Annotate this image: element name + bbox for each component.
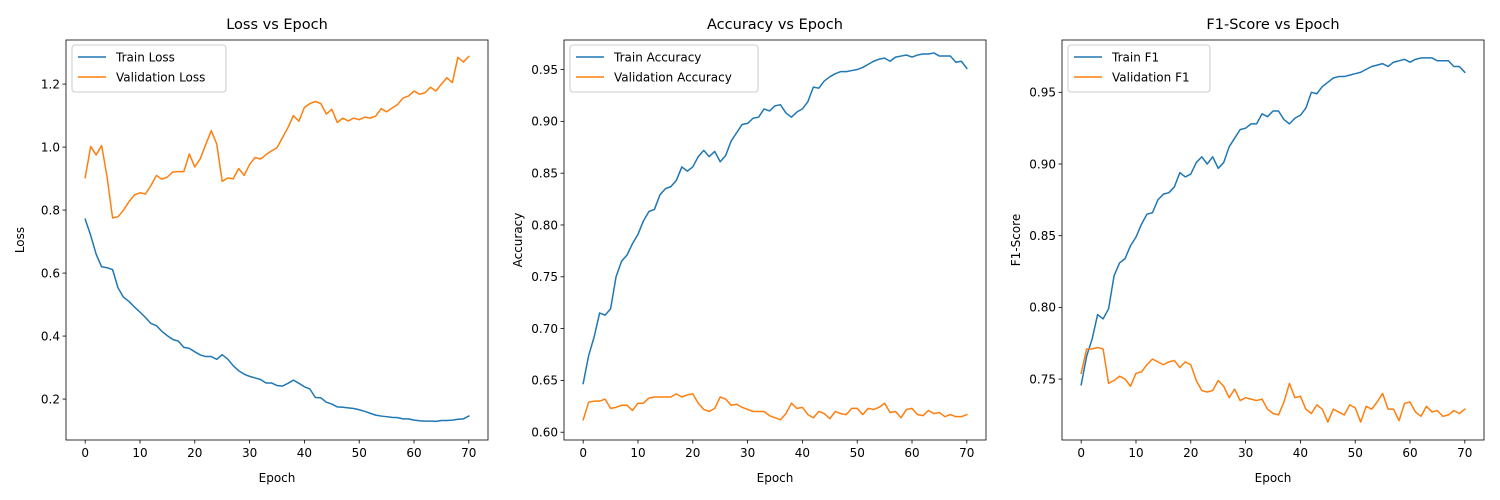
x-tick-label: 20 xyxy=(187,446,202,460)
x-tick-label: 70 xyxy=(461,446,476,460)
y-tick-label: 0.90 xyxy=(531,115,558,129)
x-tick-label: 50 xyxy=(850,446,865,460)
legend-label-0: Train Accuracy xyxy=(613,50,701,64)
y-tick-label: 0.80 xyxy=(1029,301,1056,315)
legend: Train F1 Validation F1 xyxy=(1067,44,1211,93)
x-tick-label: 30 xyxy=(242,446,257,460)
x-tick-label: 10 xyxy=(630,446,645,460)
series-line-0 xyxy=(1080,57,1466,386)
chart-title: F1-Score vs Epoch xyxy=(1206,17,1339,33)
y-tick-label: 0.95 xyxy=(1029,86,1056,100)
y-tick-label: 0.60 xyxy=(531,426,558,440)
legend-box xyxy=(569,44,759,93)
x-tick-label: 70 xyxy=(959,446,974,460)
axes-frame xyxy=(563,39,987,441)
legend-box xyxy=(1067,44,1211,93)
y-tick-label: 0.2 xyxy=(41,392,60,406)
x-tick-label: 10 xyxy=(132,446,147,460)
legend-label-0: Train F1 xyxy=(1111,50,1159,64)
x-axis-label: Epoch xyxy=(259,471,296,485)
y-axis-label: Loss xyxy=(13,227,27,253)
legend-label-1: Validation F1 xyxy=(1112,70,1190,84)
series-line-0 xyxy=(84,218,470,423)
legend: Train Loss Validation Loss xyxy=(71,44,227,93)
series-line-0 xyxy=(582,52,968,385)
x-tick-label: 50 xyxy=(1348,446,1363,460)
x-tick-label: 0 xyxy=(579,446,587,460)
x-tick-label: 40 xyxy=(297,446,312,460)
y-tick-label: 0.75 xyxy=(531,270,558,284)
y-tick-label: 0.4 xyxy=(41,329,60,343)
x-tick-label: 10 xyxy=(1128,446,1143,460)
x-tick-label: 40 xyxy=(795,446,810,460)
y-tick-label: 0.80 xyxy=(531,218,558,232)
axes-frame xyxy=(65,39,489,441)
legend-label-1: Validation Accuracy xyxy=(614,70,732,84)
y-axis-label: Accuracy xyxy=(511,213,525,268)
x-tick-label: 40 xyxy=(1293,446,1308,460)
x-tick-label: 50 xyxy=(352,446,367,460)
x-tick-label: 60 xyxy=(904,446,919,460)
x-tick-label: 20 xyxy=(685,446,700,460)
y-tick-label: 0.6 xyxy=(41,266,60,280)
y-tick-label: 0.95 xyxy=(531,63,558,77)
chart-title: Accuracy vs Epoch xyxy=(707,17,843,33)
x-tick-label: 0 xyxy=(1077,446,1085,460)
y-tick-label: 0.85 xyxy=(1029,229,1056,243)
x-tick-label: 60 xyxy=(1402,446,1417,460)
x-axis-label: Epoch xyxy=(1255,471,1292,485)
x-axis-label: Epoch xyxy=(757,471,794,485)
series-line-1 xyxy=(582,393,968,421)
chart-panel-1: 0 10 20 30 40 50 60 70 0.60 0.65 0.70 0.75 0.80 0.85 0… xyxy=(511,17,987,485)
axes-frame xyxy=(1061,39,1485,441)
x-tick-label: 0 xyxy=(81,446,89,460)
chart-title: Loss vs Epoch xyxy=(226,17,328,33)
y-tick-label: 1.0 xyxy=(41,140,60,154)
legend-box xyxy=(71,44,227,93)
legend-label-1: Validation Loss xyxy=(116,70,205,84)
x-tick-label: 70 xyxy=(1457,446,1472,460)
series-line-1 xyxy=(84,55,470,219)
y-tick-label: 0.75 xyxy=(1029,372,1056,386)
chart-panel-2: 0 10 20 30 40 50 60 70 0.75 0.80 0.85 0.90 0.95 F1-Sc… xyxy=(1009,17,1485,485)
legend: Train Accuracy Validation Accuracy xyxy=(569,44,759,93)
y-tick-label: 0.85 xyxy=(531,166,558,180)
y-tick-label: 0.65 xyxy=(531,374,558,388)
legend-label-0: Train Loss xyxy=(115,50,175,64)
x-tick-label: 30 xyxy=(740,446,755,460)
y-tick-label: 0.8 xyxy=(41,203,60,217)
x-tick-label: 30 xyxy=(1238,446,1253,460)
x-tick-label: 60 xyxy=(406,446,421,460)
y-tick-label: 0.70 xyxy=(531,322,558,336)
series-line-1 xyxy=(1080,346,1466,423)
y-axis-label: F1-Score xyxy=(1009,214,1023,266)
y-tick-label: 1.2 xyxy=(41,77,60,91)
x-tick-label: 20 xyxy=(1183,446,1198,460)
y-tick-label: 0.90 xyxy=(1029,157,1056,171)
chart-panel-0: 0 10 20 30 40 50 60 70 0.2 0.4 0.6 0.8 1.0 1.2 Loss vs… xyxy=(13,17,489,485)
